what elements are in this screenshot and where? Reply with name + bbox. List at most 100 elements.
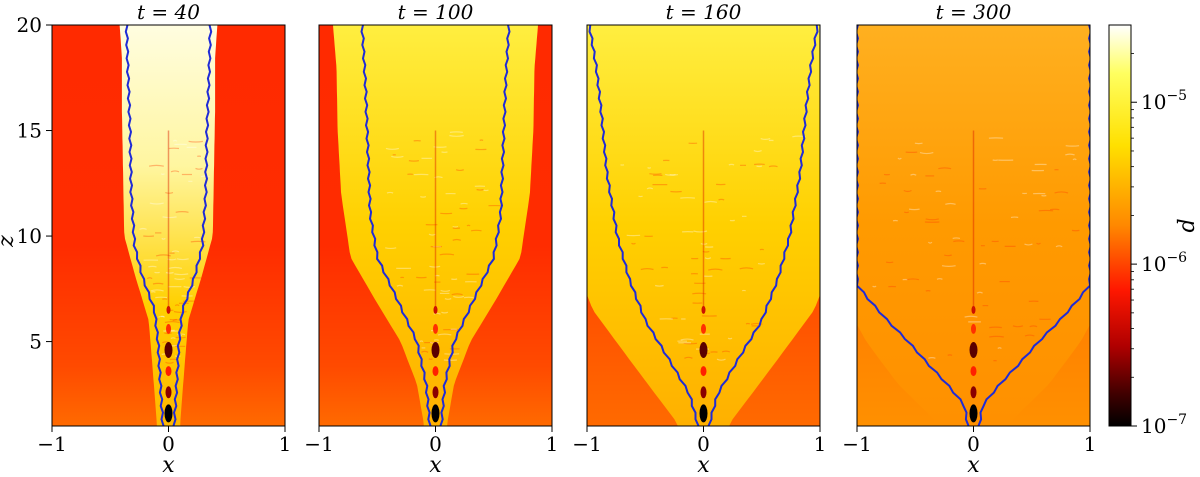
texture-streak xyxy=(997,347,1002,349)
texture-streak xyxy=(476,188,484,191)
x-axis-label: x xyxy=(162,453,175,477)
texture-streak xyxy=(708,268,723,271)
texture-streak xyxy=(680,338,694,341)
panel-3: t = 160 −1 0 1 x xyxy=(572,0,826,477)
panel-title: t = 300 xyxy=(936,0,1012,24)
texture-streak xyxy=(919,152,934,155)
jet-knot xyxy=(970,386,977,399)
texture-streak xyxy=(396,284,404,287)
panel-2: t = 100 −1 0 1 x xyxy=(304,0,558,477)
texture-streak xyxy=(718,198,725,201)
x-tick-label: 0 xyxy=(162,432,175,456)
texture-streak xyxy=(684,356,693,359)
texture-streak xyxy=(150,291,156,293)
jet-knot xyxy=(431,342,440,359)
texture-streak xyxy=(148,265,157,268)
texture-streak xyxy=(941,265,956,267)
contour-right xyxy=(977,25,1090,426)
jet-knot xyxy=(165,386,172,399)
texture-streak xyxy=(1065,153,1075,156)
heatmap-1 xyxy=(52,25,285,426)
colorbar-tick-base: 10 xyxy=(1141,414,1166,438)
texture-streak xyxy=(669,174,679,176)
x-tick-label: 0 xyxy=(697,432,710,456)
texture-streak xyxy=(692,292,707,295)
jet-knot xyxy=(166,323,171,334)
panel-1: t = 40 −1 0 1 x 5 10 15 20 z xyxy=(0,0,291,477)
colorbar-gradient xyxy=(1108,24,1132,427)
texture-streak xyxy=(728,163,735,166)
texture-streak xyxy=(174,304,180,307)
x-tick-label: 1 xyxy=(814,432,827,456)
texture-streak xyxy=(976,291,983,294)
texture-streak xyxy=(169,358,177,361)
colorbar-label: d xyxy=(1175,218,1200,232)
texture-streak xyxy=(146,277,153,280)
texture-streak xyxy=(165,192,174,194)
x-tick-label: −1 xyxy=(304,432,333,456)
texture-streak xyxy=(452,225,459,228)
jet-knot xyxy=(700,386,707,399)
texture-streak xyxy=(440,289,451,292)
jet-knot xyxy=(971,305,976,314)
texture-streak xyxy=(1055,245,1063,248)
y-tick-label: 20 xyxy=(17,13,42,37)
jet-cocoon xyxy=(587,25,820,426)
texture-streak xyxy=(452,238,462,241)
jet-knot xyxy=(164,342,173,359)
texture-streak xyxy=(925,218,939,221)
texture-streak xyxy=(449,134,464,137)
texture-streak xyxy=(1054,191,1069,194)
x-tick-label: 1 xyxy=(279,432,292,456)
texture-streak xyxy=(434,176,443,179)
jet-cocoon xyxy=(333,25,538,426)
y-tick-label: 5 xyxy=(29,330,42,354)
panel-title: t = 100 xyxy=(398,0,474,24)
colorbar-tick-exponent: −6 xyxy=(1166,250,1187,266)
jet-knot xyxy=(971,323,976,334)
texture-streak xyxy=(768,165,778,168)
texture-streak xyxy=(964,315,978,318)
texture-streak xyxy=(1012,325,1024,328)
x-tick-label: 1 xyxy=(1084,432,1097,456)
y-tick-label: 10 xyxy=(17,224,42,248)
texture-streak xyxy=(195,167,203,170)
texture-streak xyxy=(449,131,463,133)
texture-streak xyxy=(174,273,189,276)
jet-knot xyxy=(432,386,439,399)
texture-streak xyxy=(139,227,147,230)
texture-streak xyxy=(906,278,920,281)
texture-streak xyxy=(739,267,754,270)
texture-streak xyxy=(162,216,177,219)
texture-streak xyxy=(152,282,164,285)
contour-left xyxy=(857,25,970,426)
heatmap-4 xyxy=(857,25,1090,426)
texture-streak xyxy=(947,354,953,356)
texture-streak xyxy=(155,254,171,257)
texture-streak xyxy=(483,189,489,192)
jet-knot xyxy=(166,305,171,314)
jet-knot xyxy=(432,366,439,377)
texture-streak xyxy=(385,147,400,150)
colorbar-tick-base: 10 xyxy=(1141,90,1166,114)
texture-streak xyxy=(649,173,662,175)
texture-streak xyxy=(665,173,676,176)
texture-streak xyxy=(437,333,452,336)
jet-knot xyxy=(431,404,440,423)
y-tick-label: 15 xyxy=(17,119,42,143)
panel-4: t = 300 −1 0 1 x xyxy=(842,0,1096,477)
texture-streak xyxy=(167,258,177,261)
texture-streak xyxy=(750,322,763,325)
texture-streak xyxy=(158,315,166,318)
contour-left xyxy=(588,25,700,426)
texture-streak xyxy=(989,335,1004,338)
texture-streak xyxy=(1036,242,1041,245)
texture-streak xyxy=(161,237,166,240)
texture-streak xyxy=(640,268,654,271)
texture-streak xyxy=(453,295,465,298)
heatmap-3 xyxy=(587,25,820,426)
contour-left xyxy=(360,25,432,426)
texture-streak xyxy=(172,139,178,142)
texture-streak xyxy=(903,189,912,193)
